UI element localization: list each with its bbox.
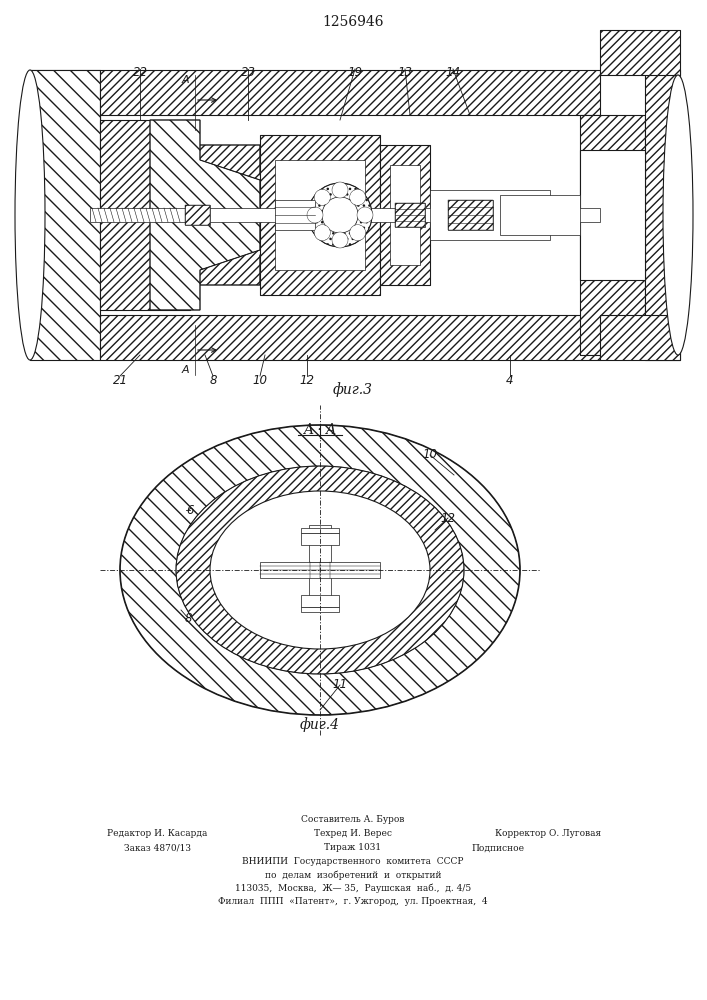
Text: 21: 21 xyxy=(112,373,127,386)
Polygon shape xyxy=(30,70,100,310)
Ellipse shape xyxy=(15,70,45,360)
Circle shape xyxy=(350,225,366,241)
Text: A: A xyxy=(181,75,189,85)
Polygon shape xyxy=(190,145,310,285)
Text: Составитель А. Буров: Составитель А. Буров xyxy=(301,816,404,824)
Bar xyxy=(275,200,315,230)
Text: 12: 12 xyxy=(440,512,455,524)
Text: по  делам  изобретений  и  открытий: по делам изобретений и открытий xyxy=(264,870,441,880)
Circle shape xyxy=(332,182,348,198)
Bar xyxy=(275,160,365,270)
Bar xyxy=(301,533,339,545)
Text: 10: 10 xyxy=(252,373,267,386)
Text: 8: 8 xyxy=(209,373,217,386)
Bar xyxy=(390,165,420,265)
Text: Филиал  ППП  «Патент»,  г. Ужгород,  ул. Проектная,  4: Филиал ППП «Патент», г. Ужгород, ул. Про… xyxy=(218,896,488,906)
Bar xyxy=(600,30,680,75)
Text: A · A: A · A xyxy=(303,423,337,437)
Bar xyxy=(309,525,331,562)
Bar xyxy=(600,30,680,75)
Circle shape xyxy=(332,232,348,248)
Text: 113035,  Москва,  Ж— 35,  Раушская  наб.,  д. 4/5: 113035, Москва, Ж— 35, Раушская наб., д.… xyxy=(235,883,471,893)
Bar xyxy=(395,203,425,227)
Text: 4: 4 xyxy=(506,373,514,386)
Text: ВНИИПИ  Государственного  комитета  СССР: ВНИИПИ Государственного комитета СССР xyxy=(243,857,464,866)
Ellipse shape xyxy=(120,425,520,715)
Bar xyxy=(600,315,680,360)
Circle shape xyxy=(307,207,323,223)
Bar xyxy=(301,528,339,533)
Bar xyxy=(580,150,645,280)
Circle shape xyxy=(315,189,330,205)
Bar xyxy=(395,203,425,227)
Text: 23: 23 xyxy=(240,66,255,80)
Text: Подписное: Подписное xyxy=(472,844,525,852)
Text: Заказ 4870/13: Заказ 4870/13 xyxy=(124,844,190,852)
Bar xyxy=(309,570,331,607)
Bar xyxy=(185,205,210,225)
Bar xyxy=(260,135,380,295)
Bar xyxy=(301,595,339,607)
Text: Редактор И. Касарда: Редактор И. Касарда xyxy=(107,830,207,838)
Text: 14: 14 xyxy=(445,66,460,80)
Bar xyxy=(100,315,600,360)
Circle shape xyxy=(308,183,372,247)
Polygon shape xyxy=(150,120,260,310)
Bar xyxy=(100,120,190,310)
Text: Техред И. Верес: Техред И. Верес xyxy=(314,830,392,838)
Text: 6: 6 xyxy=(186,504,194,516)
Circle shape xyxy=(357,207,373,223)
Text: 12: 12 xyxy=(300,373,315,386)
Ellipse shape xyxy=(663,75,693,355)
Bar xyxy=(380,145,430,285)
Text: 10: 10 xyxy=(423,448,438,462)
Bar xyxy=(100,70,600,115)
Text: 8: 8 xyxy=(185,611,192,624)
Ellipse shape xyxy=(176,466,464,674)
Bar xyxy=(448,200,493,230)
Bar xyxy=(600,315,680,360)
Text: Корректор О. Луговая: Корректор О. Луговая xyxy=(495,830,601,838)
Bar xyxy=(380,145,430,285)
Text: 22: 22 xyxy=(132,66,148,80)
Text: Тираж 1031: Тираж 1031 xyxy=(325,844,382,852)
Bar xyxy=(260,135,380,295)
Bar xyxy=(100,70,600,115)
Bar xyxy=(580,115,645,355)
Bar xyxy=(90,208,600,222)
Bar xyxy=(100,315,600,360)
Circle shape xyxy=(350,189,366,205)
Text: A: A xyxy=(181,365,189,375)
Polygon shape xyxy=(30,70,100,360)
Bar xyxy=(645,70,680,360)
Bar xyxy=(430,190,550,240)
Text: фиг.3: фиг.3 xyxy=(333,383,373,397)
Circle shape xyxy=(315,225,330,241)
Bar xyxy=(580,115,645,355)
Circle shape xyxy=(322,197,358,233)
Bar xyxy=(500,195,580,235)
Bar xyxy=(645,70,680,360)
Bar xyxy=(301,607,339,612)
Bar xyxy=(100,120,190,310)
Bar xyxy=(260,562,380,578)
Text: 1256946: 1256946 xyxy=(322,15,384,29)
Text: фиг.4: фиг.4 xyxy=(300,718,340,732)
Bar xyxy=(185,205,210,225)
Text: 13: 13 xyxy=(397,66,412,80)
Ellipse shape xyxy=(210,491,430,649)
Bar xyxy=(448,200,493,230)
Text: 19: 19 xyxy=(348,66,363,80)
Text: 11: 11 xyxy=(332,678,348,692)
